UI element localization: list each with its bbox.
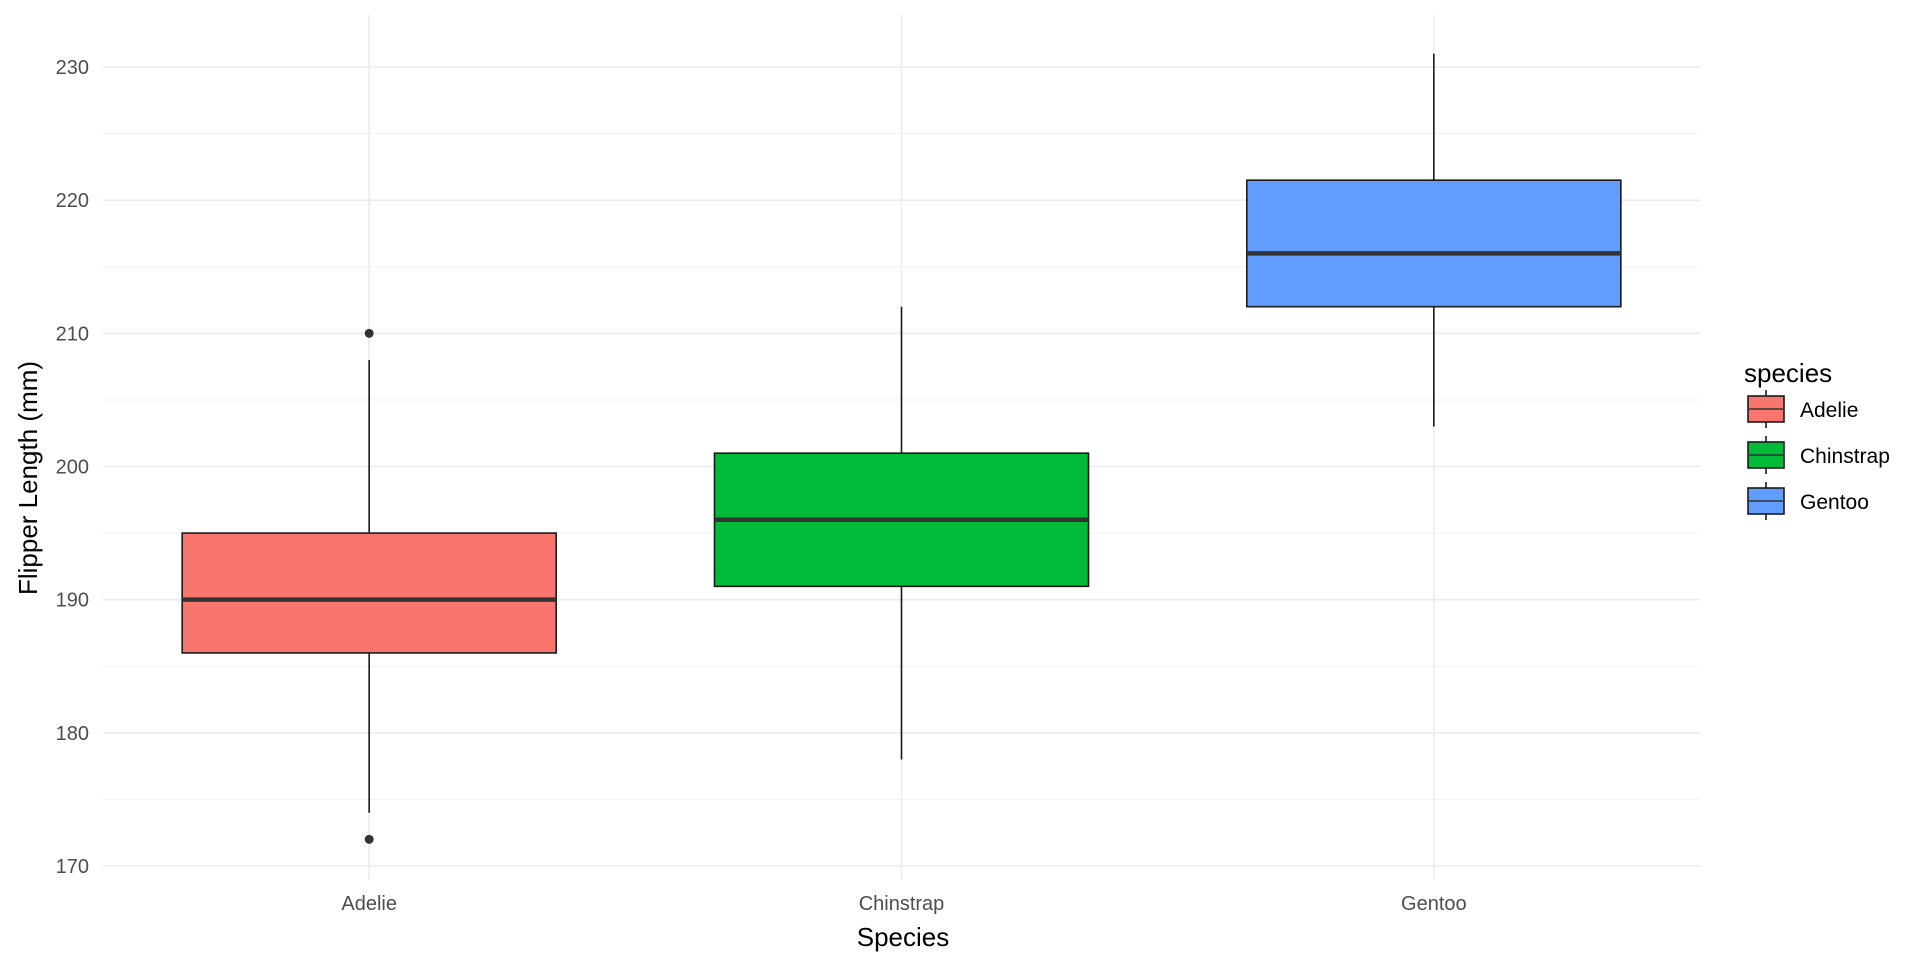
legend-label: Gentoo [1800,491,1869,514]
iqr-box [181,532,557,654]
legend-item-adelie: Adelie [1747,390,1858,428]
y-axis-title: Flipper Length (mm) [13,361,43,595]
legend-item-gentoo: Gentoo [1747,482,1869,520]
box-chinstrap [713,306,1090,760]
box-adelie [181,328,557,844]
legend-label: Chinstrap [1800,445,1890,468]
y-tick-label: 200 [56,457,89,479]
iqr-box [1246,179,1622,308]
y-tick-label: 210 [56,323,89,345]
y-tick-label: 230 [56,57,89,79]
box-layer [181,53,1622,844]
x-tick-label: Adelie [341,893,397,915]
outlier-point [364,328,374,338]
x-tick-label: Chinstrap [859,893,945,915]
x-axis-title: Species [857,922,950,952]
outlier-point [364,834,374,844]
x-tick-label: Gentoo [1401,893,1467,915]
y-tick-label: 220 [56,190,89,212]
y-tick-label: 190 [56,590,89,612]
legend-title: species [1744,358,1832,388]
y-tick-label: 180 [56,723,89,745]
legend-label: Adelie [1800,399,1858,422]
y-tick-label: 170 [56,856,89,878]
legend-item-chinstrap: Chinstrap [1747,436,1890,474]
legend: species Adelie Chinstrap Gentoo [1744,358,1890,520]
axis-layer: 170 180 190 200 210 220 230 Adelie Chinstrap Gent… [56,57,1467,915]
box-gentoo [1246,53,1622,427]
